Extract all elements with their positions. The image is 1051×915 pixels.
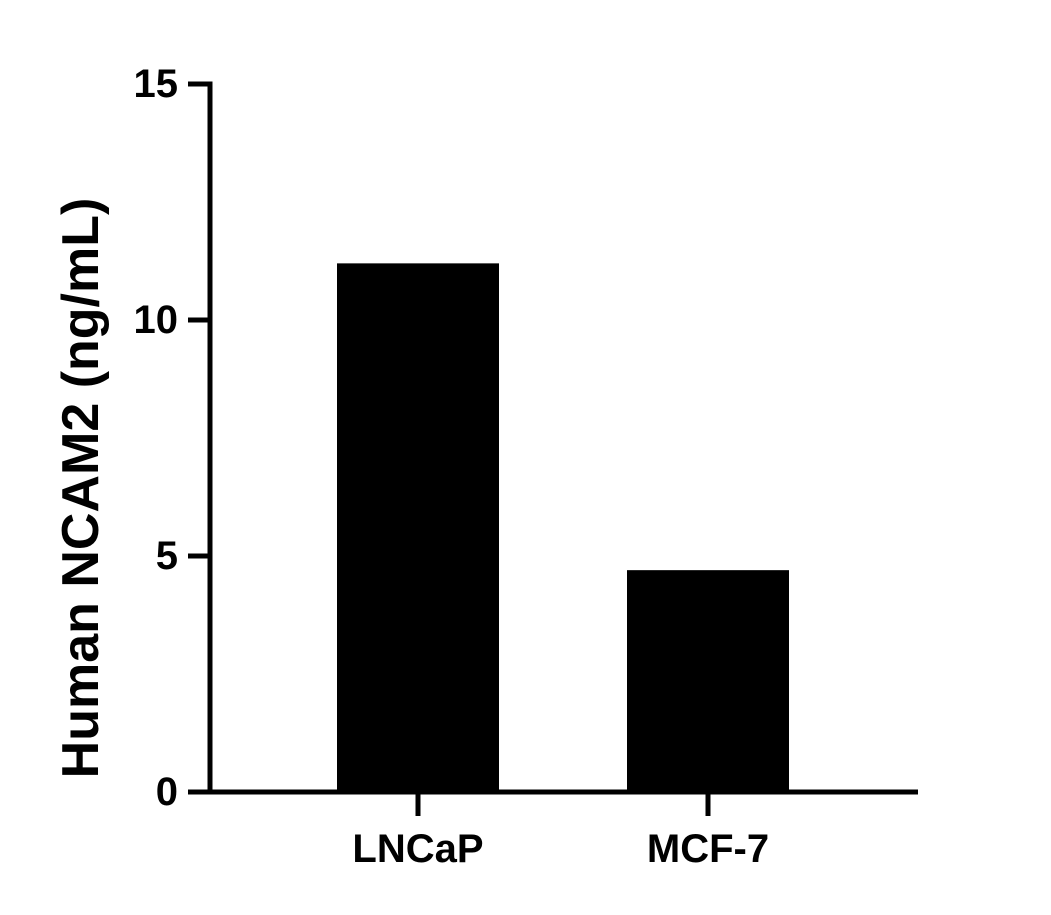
y-ticks-layer: 0 5 10 15 bbox=[134, 62, 210, 814]
axes-layer bbox=[207, 81, 918, 795]
y-tick-label: 15 bbox=[134, 62, 179, 106]
y-tick-label: 0 bbox=[156, 770, 178, 814]
y-tick-label: 5 bbox=[156, 534, 178, 578]
x-ticks-layer: LNCaP MCF-7 bbox=[352, 792, 769, 871]
x-tick-label: MCF-7 bbox=[647, 827, 769, 871]
y-axis-label: Human NCAM2 (ng/mL) bbox=[52, 198, 110, 779]
bar-mcf-7 bbox=[627, 570, 789, 792]
bars-layer bbox=[337, 263, 789, 792]
bar-lncap bbox=[337, 263, 499, 792]
x-tick-label: LNCaP bbox=[352, 827, 483, 871]
y-tick-label: 10 bbox=[134, 298, 179, 342]
